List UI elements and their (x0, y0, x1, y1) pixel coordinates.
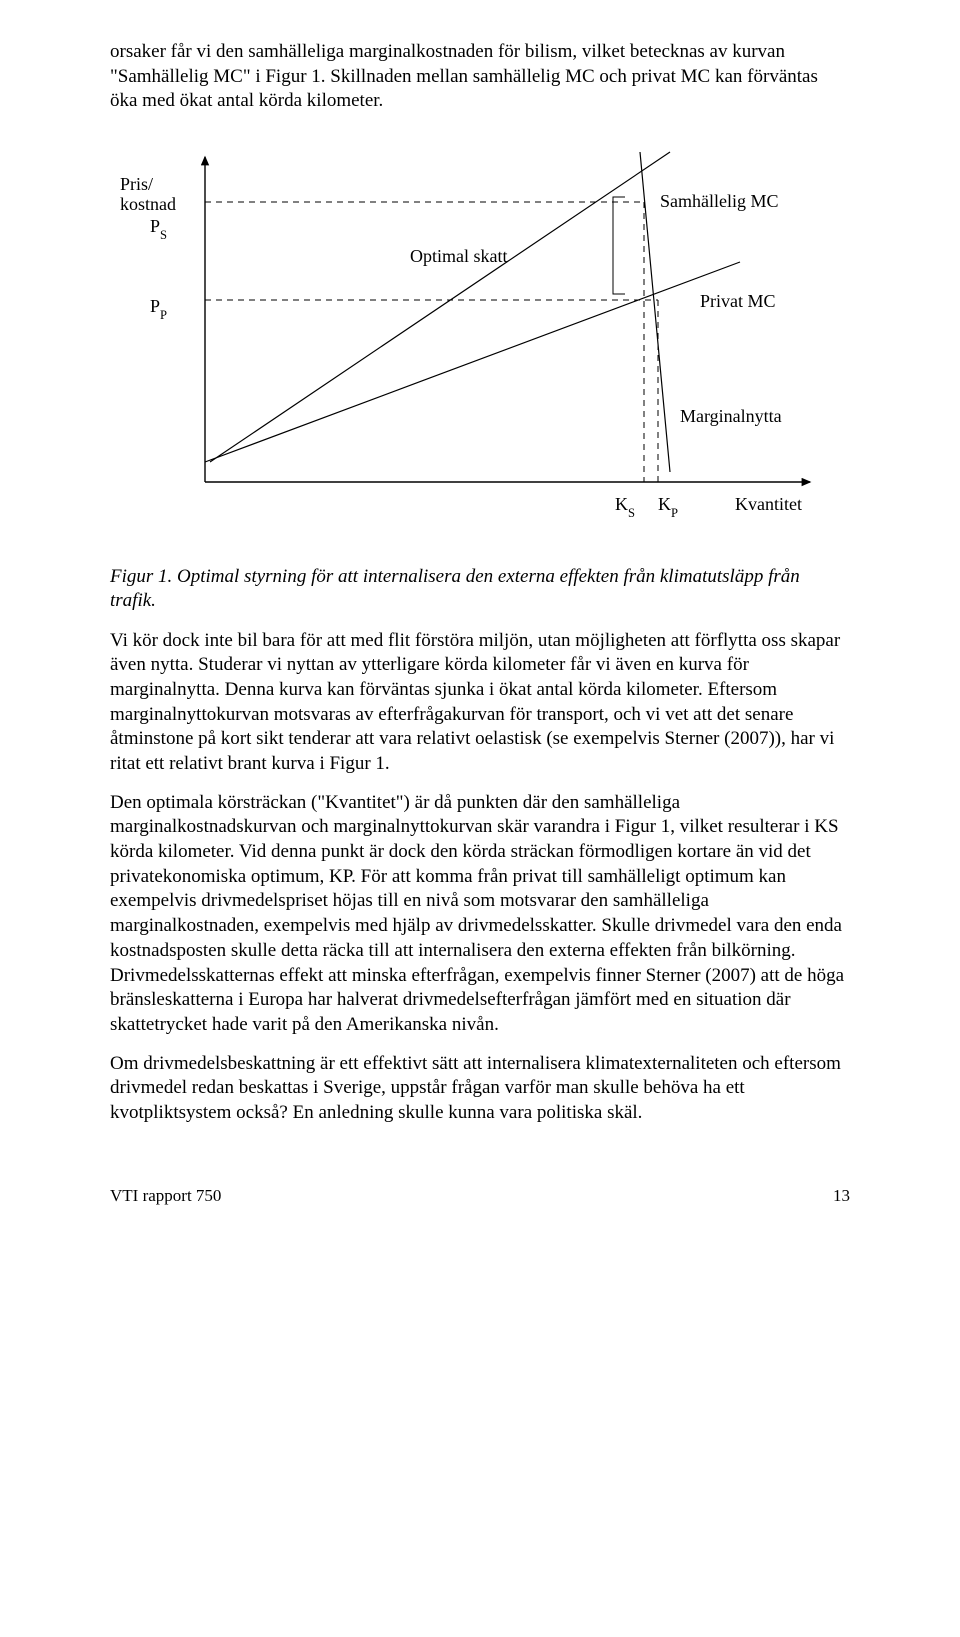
svg-text:Pris/: Pris/ (120, 174, 153, 194)
footer-left: VTI rapport 750 (110, 1186, 221, 1206)
figure-1-chart: Pris/kostnadPS PP Optimal skatt Samhällelig… (110, 132, 850, 557)
figure-1-caption: Figur 1. Optimal styrning för att intern… (110, 565, 850, 613)
svg-text:Privat MC: Privat MC (700, 291, 776, 311)
svg-text:PS: PS (150, 216, 167, 242)
svg-text:KP: KP (658, 494, 678, 520)
chart-svg: Pris/kostnadPS PP Optimal skatt Samhällelig… (110, 132, 850, 552)
paragraph-intro: orsaker får vi den samhälleliga marginal… (110, 40, 850, 114)
svg-text:PP: PP (150, 296, 167, 322)
paragraph-2: Vi kör dock inte bil bara för att med fl… (110, 629, 850, 777)
svg-text:Kvantitet: Kvantitet (735, 494, 802, 514)
svg-text:Samhällelig MC: Samhällelig MC (660, 191, 779, 211)
paragraph-3: Den optimala körsträckan ("Kvantitet") ä… (110, 791, 850, 1038)
page-footer: VTI rapport 750 13 (110, 1186, 850, 1206)
page: orsaker får vi den samhälleliga marginal… (0, 0, 960, 1236)
footer-right: 13 (833, 1186, 850, 1206)
svg-text:KS: KS (615, 494, 635, 520)
svg-text:Marginalnytta: Marginalnytta (680, 406, 782, 426)
svg-text:Optimal skatt: Optimal skatt (410, 246, 508, 266)
paragraph-4: Om drivmedelsbeskattning är ett effektiv… (110, 1052, 850, 1126)
svg-text:kostnad: kostnad (120, 194, 176, 214)
